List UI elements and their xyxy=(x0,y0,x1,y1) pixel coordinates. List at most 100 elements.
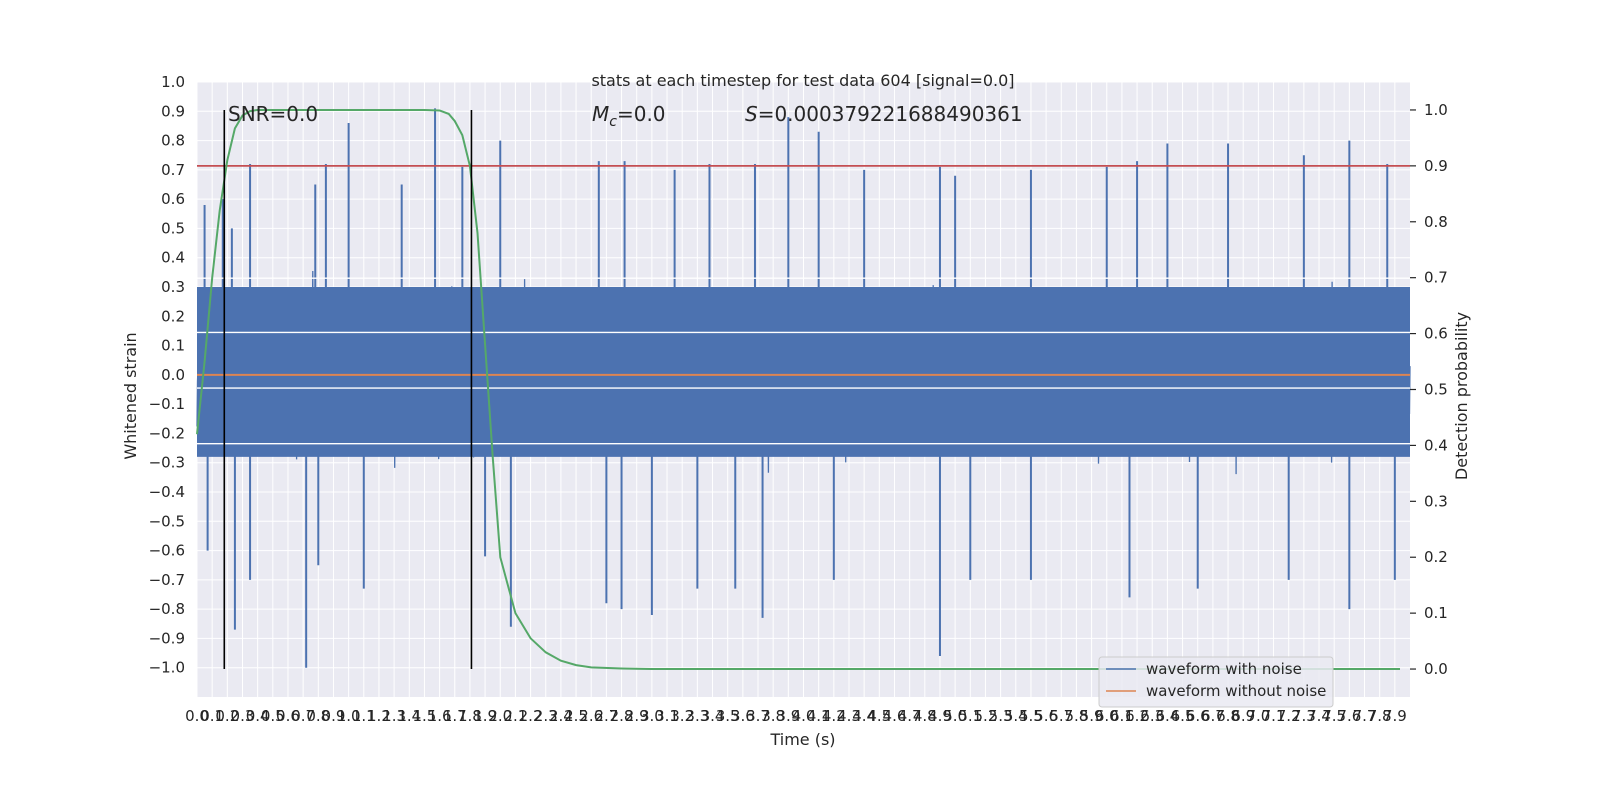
x-tick-label-6: 0.6 xyxy=(276,707,300,725)
y-tick-label-13: −0.3 xyxy=(149,454,185,472)
x-tick-label-43: 4.3 xyxy=(837,707,861,725)
x-tick-label-59: 5.9 xyxy=(1080,707,1104,725)
x-tick-label-3: 0.3 xyxy=(231,707,255,725)
annotation-chirp-mass: Mc=0.0 xyxy=(592,102,666,130)
x-tick-label-68: 6.8 xyxy=(1216,707,1240,725)
y-tick-label-17: −0.7 xyxy=(149,571,185,589)
y-tick-label-9: 0.1 xyxy=(161,337,185,355)
y2-tick-label-7: 0.3 xyxy=(1424,492,1448,510)
x-tick-label-70: 7.0 xyxy=(1246,707,1270,725)
annotation-snr: SNR=0.0 xyxy=(228,102,318,126)
x-tick-label-34: 3.4 xyxy=(701,707,725,725)
x-tick-label-49: 4.9 xyxy=(928,707,952,725)
y-ticks: 1.0 0.9 0.8 0.7 0.6 0.5 0.4 0.3 0.2 0.1 0.0 −0.1 −0.… xyxy=(149,73,185,677)
x-tick-label-60: 6.0 xyxy=(1095,707,1119,725)
x-tick-label-47: 4.7 xyxy=(898,707,922,725)
x-tick-label-2: 0.2 xyxy=(215,707,239,725)
y2-tick-label-5: 0.5 xyxy=(1424,381,1448,399)
x-tick-label-74: 7.4 xyxy=(1307,707,1331,725)
x-tick-label-21: 2.1 xyxy=(503,707,527,725)
x-tick-label-57: 5.7 xyxy=(1049,707,1073,725)
x-tick-label-40: 4.0 xyxy=(792,707,816,725)
y2-tick-label-0: 1.0 xyxy=(1424,101,1448,119)
y-tick-label-12: −0.2 xyxy=(149,424,185,442)
x-tick-label-39: 3.9 xyxy=(776,707,800,725)
x-tick-label-53: 5.3 xyxy=(989,707,1013,725)
x-tick-label-69: 6.9 xyxy=(1231,707,1255,725)
x-tick-label-56: 5.6 xyxy=(1034,707,1058,725)
y-tick-label-4: 0.6 xyxy=(161,190,185,208)
x-tick-label-14: 1.4 xyxy=(397,707,421,725)
x-tick-label-42: 4.2 xyxy=(822,707,846,725)
x-tick-label-17: 1.7 xyxy=(443,707,467,725)
x-tick-label-54: 5.4 xyxy=(1004,707,1028,725)
x-tick-label-46: 4.6 xyxy=(883,707,907,725)
x-tick-label-16: 1.6 xyxy=(428,707,452,725)
y2-tick-label-10: 0.0 xyxy=(1424,660,1448,678)
series-waveform-with-noise xyxy=(196,108,1411,668)
series-layer xyxy=(196,109,1410,670)
x-tick-label-1: 0.1 xyxy=(200,707,224,725)
x-tick-label-71: 7.1 xyxy=(1262,707,1286,725)
y-tick-label-5: 0.5 xyxy=(161,219,185,237)
y2-tick-label-9: 0.1 xyxy=(1424,604,1448,622)
y-tick-label-0: 1.0 xyxy=(161,73,185,91)
y-tick-label-18: −0.8 xyxy=(149,600,185,618)
y-tick-label-19: −0.9 xyxy=(149,629,185,647)
annotation-score-symbol: S xyxy=(745,102,758,126)
x-tick-label-66: 6.6 xyxy=(1186,707,1210,725)
annotation-score: S=0.000379221688490361 xyxy=(745,102,1023,126)
y2-tick-label-8: 0.2 xyxy=(1424,548,1448,566)
x-tick-label-51: 5.1 xyxy=(958,707,982,725)
x-tick-label-25: 2.5 xyxy=(564,707,588,725)
annotation-chirp-mass-value: =0.0 xyxy=(617,102,666,126)
x-tick-label-77: 7.7 xyxy=(1353,707,1377,725)
x-tick-label-23: 2.3 xyxy=(534,707,558,725)
x-tick-label-28: 2.8 xyxy=(610,707,634,725)
x-tick-label-63: 6.3 xyxy=(1140,707,1164,725)
vertical-lines xyxy=(223,109,473,670)
y2-axis-label: Detection probability xyxy=(1452,312,1471,480)
x-tick-label-5: 0.5 xyxy=(261,707,285,725)
x-ticks: 0.00.10.20.30.40.50.60.70.80.91.01.11.21… xyxy=(185,707,1407,725)
y-tick-label-8: 0.2 xyxy=(161,307,185,325)
x-tick-label-45: 4.5 xyxy=(867,707,891,725)
x-tick-label-52: 5.2 xyxy=(974,707,998,725)
x-tick-label-37: 3.7 xyxy=(746,707,770,725)
x-tick-label-73: 7.3 xyxy=(1292,707,1316,725)
y2-tick-label-4: 0.6 xyxy=(1424,325,1448,343)
y-tick-label-11: −0.1 xyxy=(149,395,185,413)
x-tick-label-13: 1.3 xyxy=(382,707,406,725)
x-tick-label-67: 6.7 xyxy=(1201,707,1225,725)
x-tick-label-64: 6.4 xyxy=(1155,707,1179,725)
annotation-chirp-mass-symbol: M xyxy=(592,102,609,126)
x-tick-label-4: 0.4 xyxy=(246,707,270,725)
x-tick-label-65: 6.5 xyxy=(1171,707,1195,725)
x-tick-label-32: 3.2 xyxy=(670,707,694,725)
legend: waveform with noise waveform without noi… xyxy=(1098,656,1334,708)
y-tick-label-14: −0.4 xyxy=(149,483,185,501)
x-tick-label-44: 4.4 xyxy=(852,707,876,725)
y-tick-label-16: −0.6 xyxy=(149,542,185,560)
y-tick-label-6: 0.4 xyxy=(161,249,185,267)
y2-ticks: 1.0 0.9 0.8 0.7 0.6 0.5 0.4 0.3 0.2 0.1 0.0 xyxy=(1410,101,1448,678)
x-tick-label-31: 3.1 xyxy=(655,707,679,725)
x-tick-label-78: 7.8 xyxy=(1368,707,1392,725)
x-tick-label-24: 2.4 xyxy=(549,707,573,725)
y-tick-label-2: 0.8 xyxy=(161,132,185,150)
x-tick-label-38: 3.8 xyxy=(761,707,785,725)
x-tick-label-55: 5.5 xyxy=(1019,707,1043,725)
x-tick-label-18: 1.8 xyxy=(458,707,482,725)
x-tick-label-41: 4.1 xyxy=(807,707,831,725)
annotation-chirp-mass-subscript: c xyxy=(609,114,617,130)
x-tick-label-35: 3.5 xyxy=(716,707,740,725)
x-tick-label-36: 3.6 xyxy=(731,707,755,725)
x-tick-label-79: 7.9 xyxy=(1383,707,1407,725)
x-tick-label-11: 1.1 xyxy=(352,707,376,725)
x-tick-label-19: 1.9 xyxy=(473,707,497,725)
noise-core-band xyxy=(197,287,1410,457)
x-tick-label-29: 2.9 xyxy=(625,707,649,725)
x-tick-label-58: 5.8 xyxy=(1064,707,1088,725)
x-tick-label-61: 6.1 xyxy=(1110,707,1134,725)
